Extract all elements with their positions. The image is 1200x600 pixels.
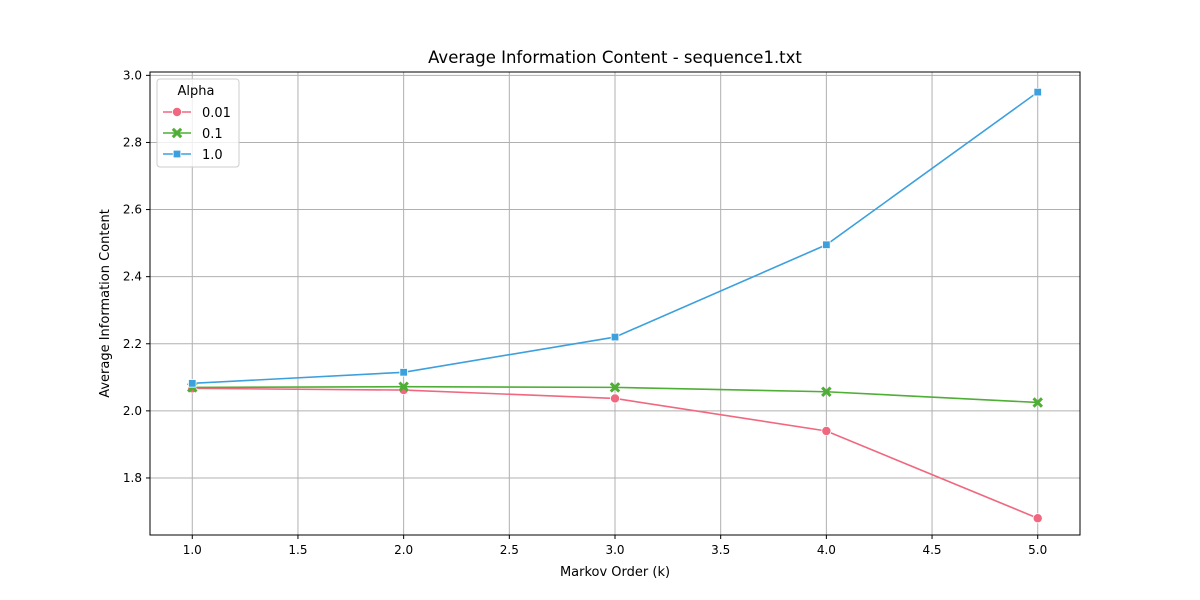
data-point: [821, 386, 832, 397]
legend-entry: 0.01: [163, 106, 231, 121]
legend-entry: 1.0: [163, 148, 223, 163]
y-axis-ticks: 1.8 2.0 2.2 2.4 2.6 2.8 3.0: [123, 68, 150, 485]
x-marker-stroke: [821, 386, 832, 397]
series-1.0: [188, 87, 1042, 388]
x-tick-label: 4.0: [817, 543, 836, 557]
x-tick-label: 2.0: [394, 543, 413, 557]
data-point: [1032, 397, 1043, 408]
x-marker-stroke: [609, 382, 621, 393]
x-marker-stroke: [171, 127, 183, 139]
y-tick-label: 1.8: [123, 471, 142, 485]
legend-marker: [171, 107, 182, 118]
y-tick-label: 2.4: [123, 270, 142, 284]
x-tick-label: 1.0: [183, 543, 202, 557]
x-axis-ticks: 1.0 1.5 2.0 2.5 3.0 3.5 4.0 4.5 5.0: [183, 535, 1047, 557]
legend-label: 0.1: [202, 127, 223, 142]
data-point: [399, 368, 408, 377]
data-point: [821, 425, 832, 436]
x-marker-stroke: [1032, 397, 1043, 408]
y-tick-label: 3.0: [123, 68, 142, 82]
x-tick-label: 3.0: [605, 543, 624, 557]
legend-title: Alpha: [178, 84, 215, 99]
y-axis-label: Average Information Content: [98, 209, 113, 398]
data-point: [822, 240, 831, 249]
legend-entry: 0.1: [163, 127, 223, 142]
legend-label: 0.01: [202, 106, 231, 121]
data-point: [610, 332, 620, 342]
x-marker-stroke: [398, 381, 409, 392]
legend: Alpha 0.01 0.1 1.0: [156, 78, 240, 168]
legend-marker: [172, 149, 182, 159]
data-point: [188, 379, 197, 388]
x-tick-label: 4.5: [922, 543, 941, 557]
x-tick-label: 2.5: [500, 543, 519, 557]
y-tick-label: 2.8: [123, 135, 142, 149]
x-tick-label: 3.5: [711, 543, 730, 557]
x-axis-label: Markov Order (k): [560, 565, 670, 580]
x-tick-label: 1.5: [288, 543, 307, 557]
grid-lines: [150, 72, 1080, 535]
data-point: [610, 393, 621, 404]
data-point: [398, 381, 409, 392]
chart-title: Average Information Content - sequence1.…: [428, 48, 802, 67]
data-point: [609, 382, 621, 393]
series-0.01: [187, 383, 1043, 524]
y-tick-label: 2.6: [123, 203, 142, 217]
legend-marker: [171, 127, 183, 139]
y-tick-label: 2.2: [123, 337, 142, 351]
series-layer: [187, 87, 1043, 524]
data-point: [1032, 513, 1043, 524]
x-tick-label: 5.0: [1028, 543, 1047, 557]
legend-label: 1.0: [202, 148, 223, 163]
legend-entries: 0.01 0.1 1.0: [163, 106, 231, 163]
y-tick-label: 2.0: [123, 404, 142, 418]
legend-box: [156, 78, 240, 168]
data-point: [1033, 87, 1042, 97]
